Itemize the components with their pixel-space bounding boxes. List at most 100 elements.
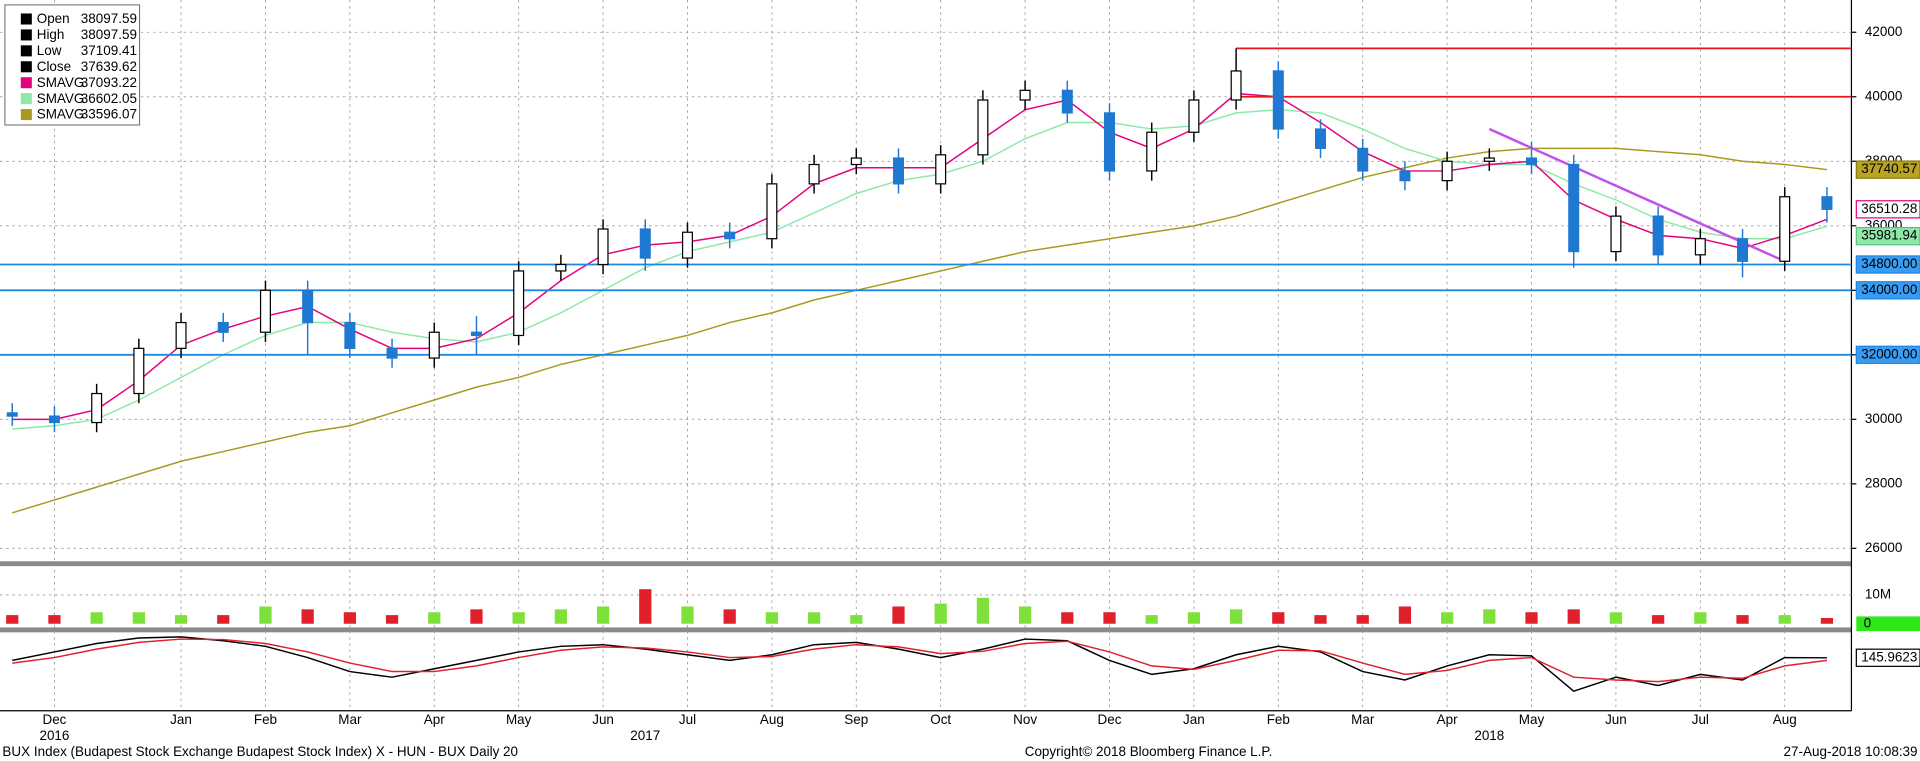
legend-swatch bbox=[20, 109, 32, 121]
indicator-line bbox=[12, 636, 1827, 692]
candle-body bbox=[1061, 89, 1073, 114]
candle-body bbox=[1188, 99, 1200, 133]
volume-bar bbox=[174, 615, 188, 624]
legend-label: Close bbox=[37, 59, 71, 74]
x-tick-label: Jan bbox=[1183, 712, 1205, 727]
legend-value: 38097.59 bbox=[81, 11, 137, 26]
indicator-line bbox=[12, 638, 1828, 683]
axis-tag bbox=[1855, 226, 1920, 246]
legend-value: 33596.07 bbox=[81, 107, 137, 122]
x-tick-label: Aug bbox=[760, 712, 784, 727]
y-tick-label: 30000 bbox=[1865, 411, 1902, 426]
legend-label: Open bbox=[37, 11, 70, 26]
candle-body bbox=[1610, 215, 1622, 253]
volume-bar bbox=[1525, 612, 1538, 624]
volume-bar bbox=[1440, 612, 1454, 624]
panel-divider bbox=[0, 561, 1852, 567]
x-tick-label: Jul bbox=[1692, 712, 1709, 727]
footer-center: Copyright© 2018 Bloomberg Finance L.P. bbox=[1025, 744, 1273, 759]
y-tick-label: 40000 bbox=[1865, 88, 1902, 103]
candle-body bbox=[428, 331, 440, 359]
volume-bar bbox=[512, 612, 525, 624]
volume-bar bbox=[850, 615, 863, 624]
volume-bar bbox=[1272, 612, 1285, 624]
axis-tag-label: 145.9623 bbox=[1861, 649, 1917, 664]
volume-bar bbox=[343, 612, 356, 624]
candle-body bbox=[513, 270, 525, 337]
x-tick-label: Feb bbox=[254, 712, 277, 727]
x-tick-label: Mar bbox=[338, 712, 362, 727]
candle-body bbox=[639, 228, 651, 259]
volume-bar bbox=[1778, 615, 1791, 624]
moving-average-line bbox=[12, 108, 1828, 430]
volume-bar bbox=[132, 612, 145, 624]
candle-body bbox=[597, 228, 609, 266]
volume-bar bbox=[934, 603, 947, 624]
legend-swatch bbox=[20, 61, 32, 73]
volume-bar bbox=[976, 597, 990, 624]
axis-tag bbox=[1855, 648, 1920, 667]
volume-bar bbox=[596, 606, 610, 624]
volume-bar bbox=[259, 606, 272, 624]
panel-divider bbox=[0, 627, 1852, 633]
candle-body bbox=[555, 263, 567, 272]
x-tick-label: Apr bbox=[424, 712, 445, 727]
legend-label: Low bbox=[37, 43, 62, 58]
legend-swatch bbox=[20, 45, 32, 57]
legend-label: SMAVG bbox=[37, 91, 85, 106]
year-label: 2018 bbox=[1474, 728, 1504, 743]
axis-tag bbox=[1855, 345, 1920, 365]
candle-body bbox=[1526, 157, 1538, 166]
footer-right: 27-Aug-2018 10:08:39 bbox=[1784, 744, 1918, 759]
volume-bar bbox=[1314, 615, 1327, 624]
candle-body bbox=[1821, 196, 1833, 210]
axis-tag bbox=[1855, 160, 1920, 179]
axis-tag-label: 32000.00 bbox=[1861, 346, 1917, 361]
candle-body bbox=[1483, 157, 1495, 162]
x-tick-label: Dec bbox=[42, 712, 66, 727]
candle-body bbox=[344, 321, 356, 349]
candle-body bbox=[681, 231, 693, 259]
legend-label: SMAVG bbox=[37, 75, 85, 90]
y-tick-label: 28000 bbox=[1865, 475, 1902, 490]
x-tick-label: Jun bbox=[592, 712, 614, 727]
candle-body bbox=[850, 157, 862, 166]
volume-bar bbox=[1229, 609, 1243, 624]
y-tick-label: 0 bbox=[1864, 615, 1871, 630]
volume-bar bbox=[470, 609, 483, 624]
candle-body bbox=[1652, 215, 1664, 256]
volume-bar bbox=[1356, 615, 1369, 624]
x-tick-label: Feb bbox=[1267, 712, 1290, 727]
volume-bar bbox=[1483, 609, 1496, 624]
x-tick-label: May bbox=[1519, 712, 1545, 727]
volume-bar bbox=[90, 612, 103, 624]
candle-body bbox=[1103, 112, 1116, 172]
legend: Open 38097.59 High 38097.59 Low 37109.41 Close… bbox=[4, 4, 141, 126]
axis-tag-label: 35981.94 bbox=[1861, 228, 1918, 243]
volume-bar bbox=[681, 606, 694, 624]
legend-value: 38097.59 bbox=[81, 27, 137, 42]
volume-bar bbox=[1103, 612, 1116, 624]
axis-tag-label: 37740.57 bbox=[1861, 161, 1917, 176]
candle-body bbox=[1146, 131, 1158, 172]
legend-value: 36602.05 bbox=[81, 91, 137, 106]
trendline bbox=[1488, 127, 1786, 263]
x-tick-label: Jan bbox=[170, 712, 192, 727]
x-tick-label: Aug bbox=[1773, 712, 1797, 727]
axis-tag bbox=[1855, 281, 1920, 300]
y-tick-label: 42000 bbox=[1865, 24, 1902, 39]
axis-tag-label: 34800.00 bbox=[1861, 256, 1917, 271]
axis-tag bbox=[1856, 616, 1920, 632]
x-tick-label: Jul bbox=[679, 712, 696, 727]
candle-body bbox=[977, 99, 989, 156]
volume-bar bbox=[892, 606, 905, 624]
candle-body bbox=[892, 157, 905, 185]
volume-bar bbox=[1694, 612, 1707, 624]
x-tick-label: Apr bbox=[1437, 712, 1458, 727]
volume-bar bbox=[1652, 615, 1665, 624]
candle-body bbox=[808, 163, 820, 185]
moving-average-line bbox=[12, 147, 1828, 514]
legend-value: 37639.62 bbox=[81, 59, 137, 74]
